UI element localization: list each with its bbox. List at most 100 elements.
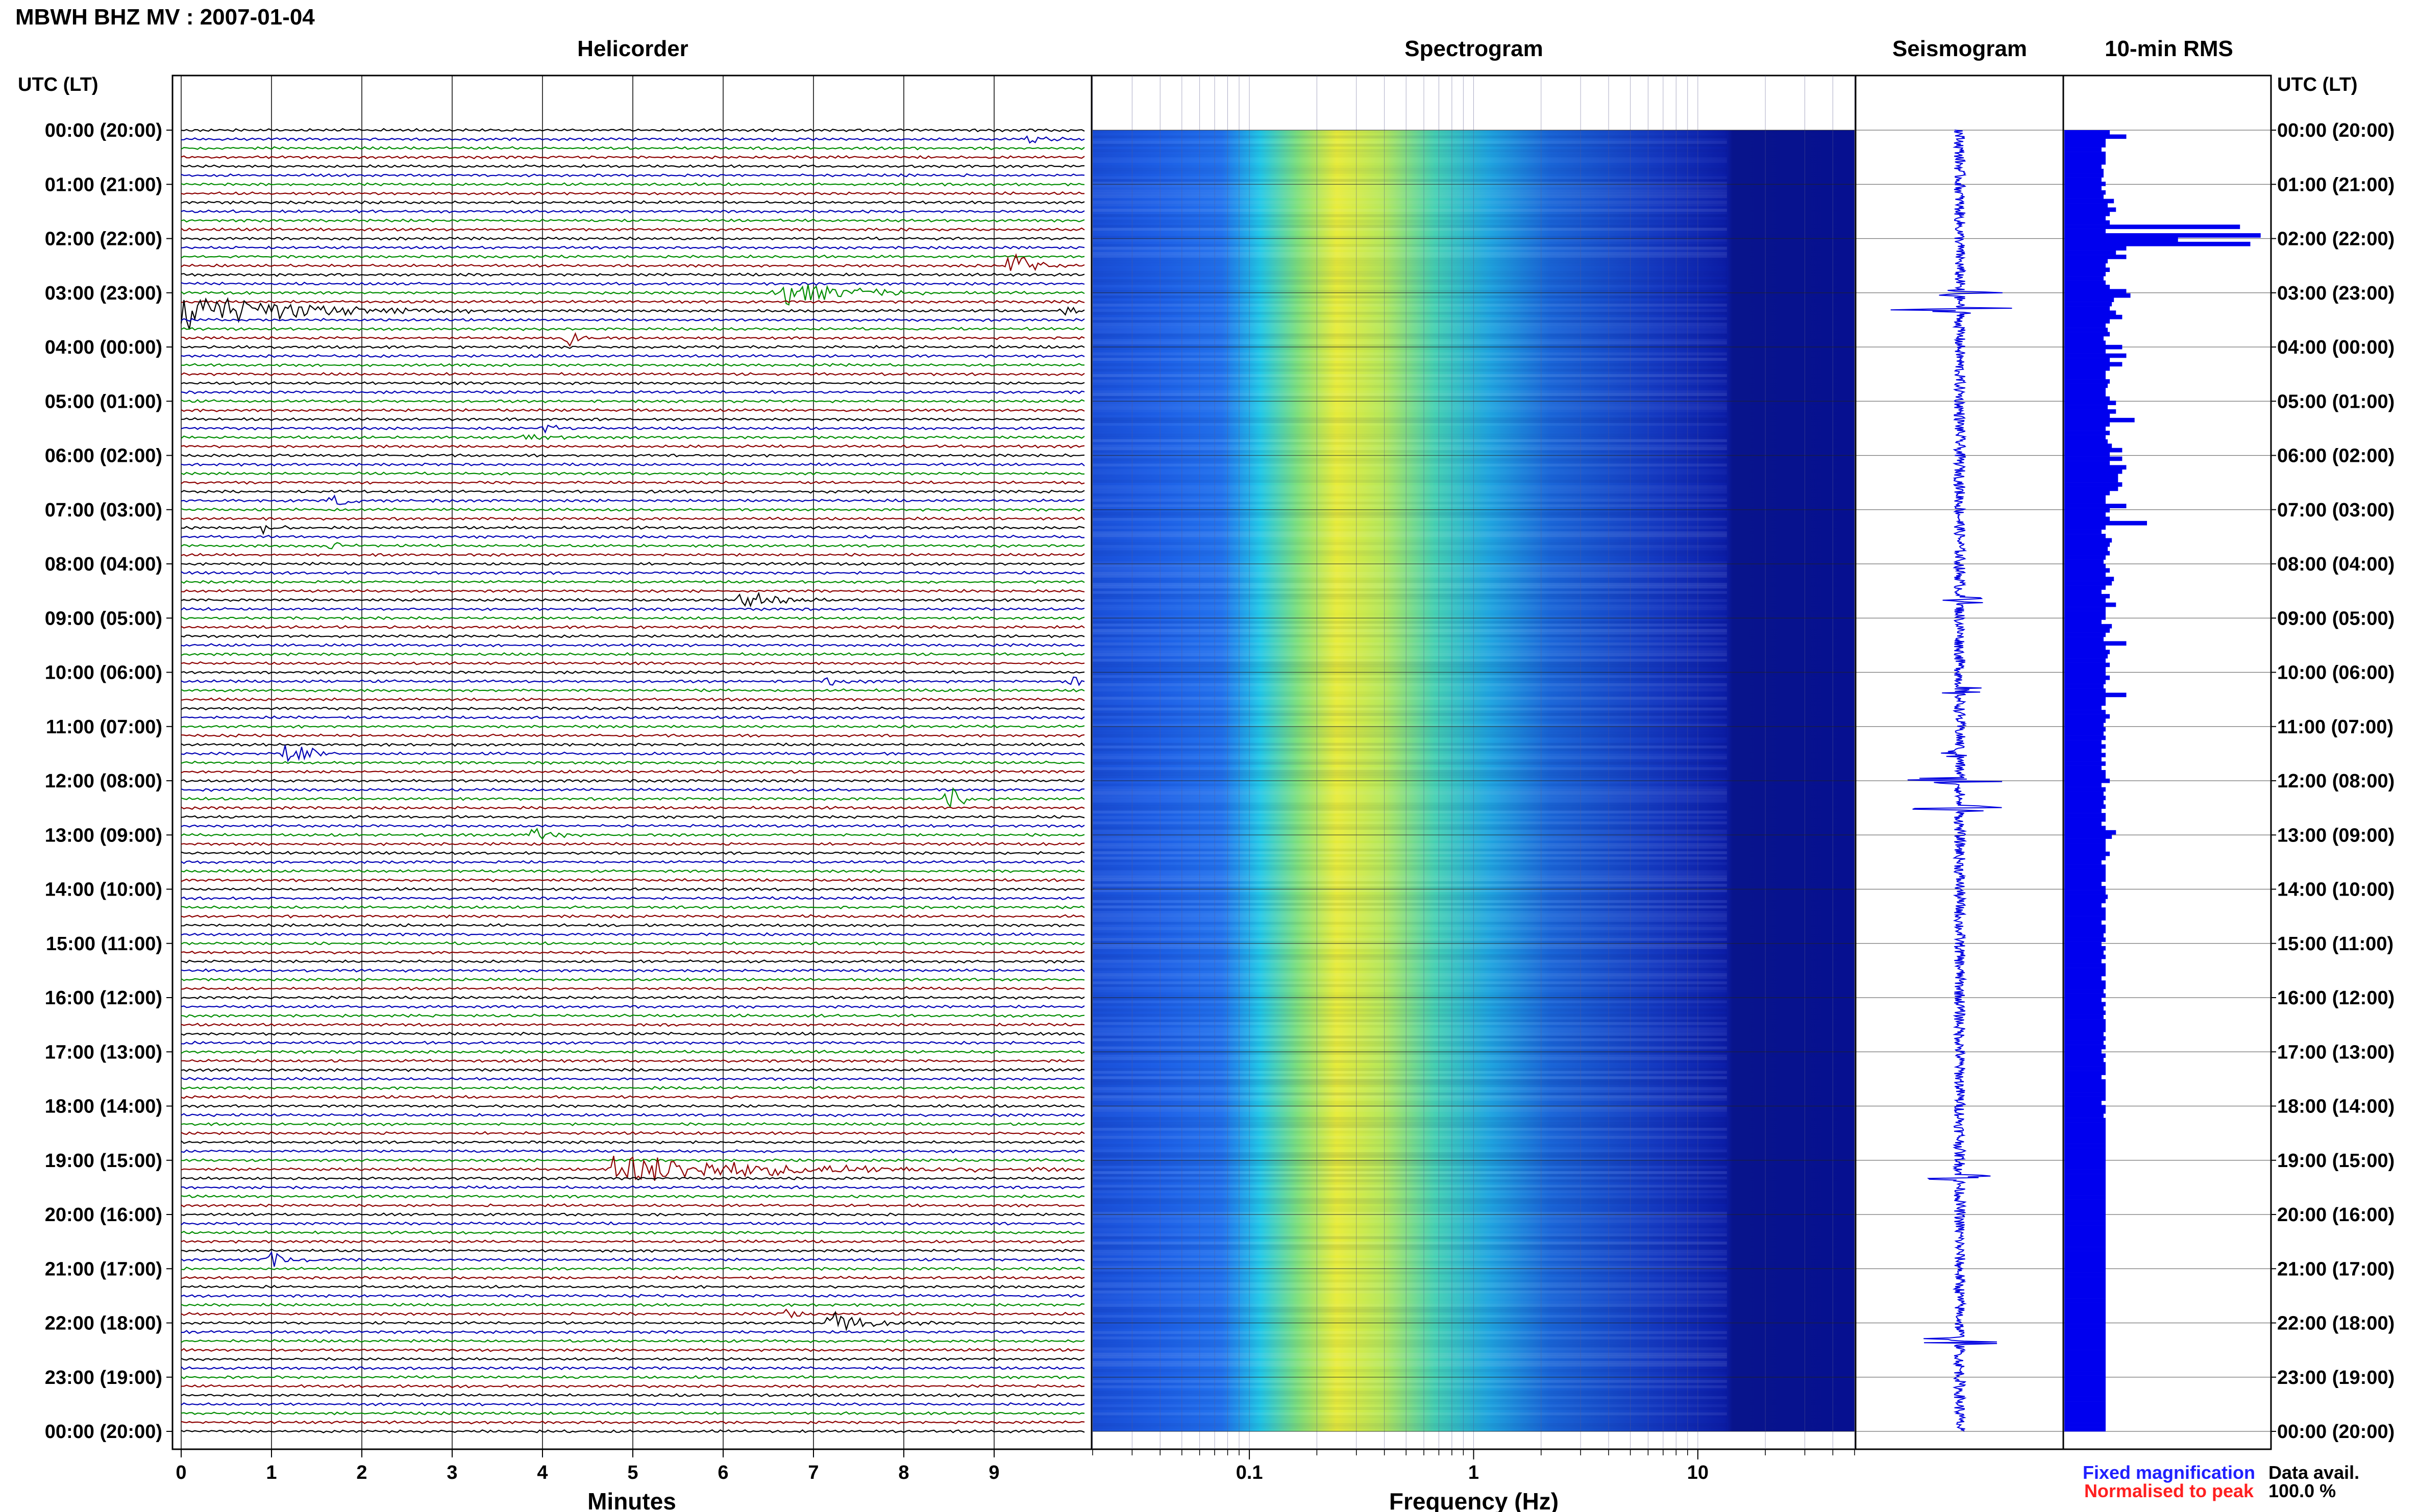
spectrogram-row: [1093, 252, 1727, 255]
spectrogram-row: [1093, 675, 1727, 678]
time-label-left: 00:00 (20:00): [45, 120, 162, 141]
rms-bar: [2064, 207, 2116, 212]
rms-bar: [2064, 645, 2106, 650]
helicorder-trace: [181, 742, 1085, 747]
rms-bar: [2064, 555, 2106, 560]
spectrogram-row: [1093, 501, 1727, 505]
spectrogram-row: [1093, 1171, 1727, 1174]
spectrogram-row: [1093, 1331, 1727, 1334]
spectrogram-row: [1093, 195, 1727, 199]
minute-tick-label: 9: [989, 1462, 999, 1483]
spectrogram-row: [1093, 1320, 1727, 1323]
spectrogram-row: [1093, 1336, 1727, 1340]
helicorder-trace: [181, 344, 1085, 350]
spectrogram-row: [1093, 236, 1727, 239]
rms-bar: [2064, 654, 2108, 659]
time-label-left: 17:00 (13:00): [45, 1042, 162, 1063]
spectrogram-row: [1093, 379, 1727, 383]
rms-bar: [2064, 1079, 2106, 1084]
spectrogram-row: [1093, 1166, 1727, 1169]
spectrogram-row: [1093, 1236, 1727, 1240]
spectrogram-row: [1093, 569, 1727, 573]
spectrogram-row: [1093, 143, 1727, 147]
time-label-left: 18:00 (14:00): [45, 1096, 162, 1118]
helicorder-trace: [181, 282, 1085, 286]
spectrogram-panel: [1091, 75, 1857, 1455]
spectrogram-row: [1093, 810, 1727, 814]
spectrogram-row: [1093, 905, 1727, 909]
time-label-left: 08:00 (04:00): [45, 554, 162, 575]
rms-bar: [2064, 1032, 2104, 1037]
helicorder-trace: [181, 932, 1085, 937]
frequency-tick-label: 1: [1468, 1462, 1479, 1483]
spectrogram-row: [1093, 189, 1727, 193]
rms-bar: [2064, 1362, 2106, 1368]
helicorder-trace: [181, 553, 1085, 557]
rms-bar: [2064, 1242, 2106, 1247]
helicorder-trace: [181, 1251, 1085, 1267]
rms-bar: [2064, 735, 2106, 740]
rms-bar: [2064, 731, 2104, 736]
rms-bar: [2064, 1306, 2106, 1311]
spectrogram-row: [1093, 580, 1727, 583]
helicorder-trace: [181, 372, 1085, 377]
rms-bar: [2064, 1195, 2106, 1200]
spectrogram-row: [1093, 1260, 1727, 1263]
spectrogram-row: [1093, 1393, 1727, 1397]
spectrogram-row: [1093, 1396, 1727, 1399]
spectrogram-row: [1093, 529, 1727, 532]
rms-bar: [2064, 409, 2116, 414]
spectrogram-row: [1093, 593, 1727, 597]
spectrogram-row: [1093, 558, 1727, 561]
rms-bar: [2064, 920, 2102, 925]
helicorder-trace: [181, 1357, 1085, 1361]
helicorder-trace: [181, 1058, 1085, 1063]
spectrogram-row: [1093, 1011, 1727, 1014]
spectrogram-row: [1093, 631, 1727, 635]
rms-bar: [2064, 1045, 2106, 1050]
spectrogram-row: [1093, 426, 1727, 429]
rms-bar: [2064, 358, 2110, 362]
spectrogram-row: [1093, 1220, 1727, 1223]
helicorder-trace: [181, 408, 1085, 413]
spectrogram-row: [1093, 575, 1727, 578]
rms-bar: [2064, 525, 2106, 530]
spectrogram-row: [1093, 328, 1727, 331]
helicorder-trace: [181, 676, 1085, 686]
spectrogram-row: [1093, 228, 1727, 231]
spectrogram-row: [1093, 1372, 1727, 1375]
helicorder-trace: [181, 733, 1085, 738]
spectrogram-row: [1093, 957, 1727, 960]
spectrogram-row: [1093, 697, 1727, 700]
spectrogram-row: [1093, 954, 1727, 957]
spectrogram-row: [1093, 146, 1727, 150]
spectrogram-row: [1093, 466, 1727, 469]
time-label-left: 01:00 (21:00): [45, 174, 162, 195]
rms-bar: [2064, 1010, 2106, 1015]
time-label-right: 20:00 (16:00): [2277, 1204, 2395, 1226]
helicorder-trace: [181, 824, 1085, 828]
spectrogram-row: [1093, 1142, 1727, 1145]
rms-bar: [2064, 478, 2118, 483]
helicorder-trace: [181, 724, 1085, 729]
rms-bar: [2064, 392, 2106, 397]
time-label-right: 06:00 (02:00): [2277, 445, 2395, 467]
spectrogram-row: [1093, 138, 1727, 141]
rms-bar: [2064, 834, 2112, 839]
helicorder-trace: [181, 1077, 1085, 1081]
helicorder-trace: [181, 1348, 1085, 1352]
spectrogram-row: [1093, 1352, 1727, 1356]
rms-panel: [2062, 75, 2272, 1450]
rms-bar: [2064, 1212, 2106, 1217]
spectrogram-row: [1093, 515, 1727, 518]
minutes-axis: 0 1 2 3 4 5 6 7 8 9: [176, 1449, 1000, 1483]
spectrogram-row: [1093, 355, 1727, 358]
spectrogram-row: [1093, 588, 1727, 591]
spectrogram-row: [1093, 336, 1727, 339]
spectrogram-row: [1093, 623, 1727, 627]
rms-bar: [2064, 349, 2106, 354]
spectrogram-row: [1093, 1296, 1727, 1299]
rms-bar: [2064, 1328, 2106, 1333]
rms-bar: [2064, 1384, 2106, 1389]
rms-bar: [2064, 186, 2102, 191]
